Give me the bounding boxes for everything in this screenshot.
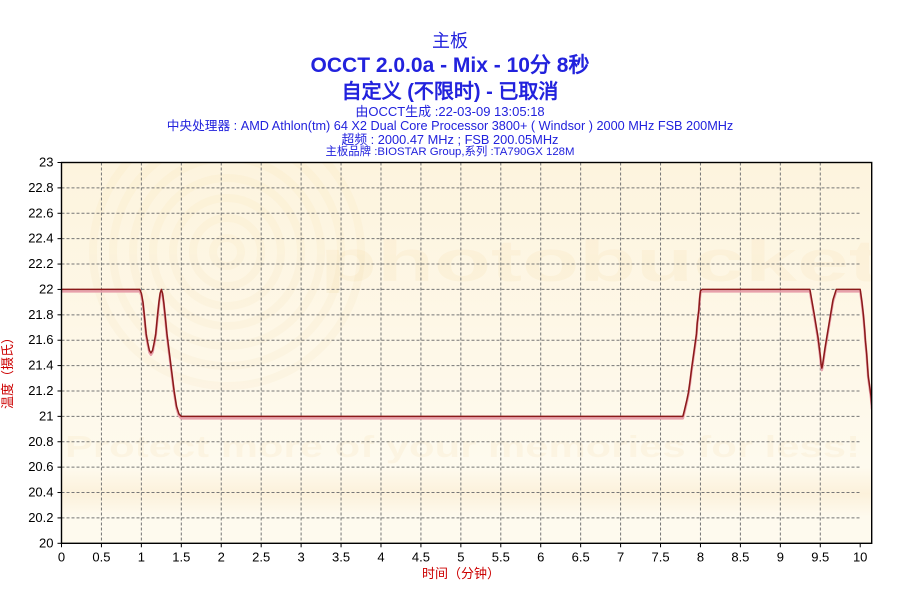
svg-text:21.6: 21.6 <box>28 332 53 347</box>
svg-text:21.4: 21.4 <box>28 358 53 373</box>
svg-text:4.5: 4.5 <box>412 549 430 564</box>
svg-text:20.4: 20.4 <box>28 485 53 500</box>
svg-text:23: 23 <box>39 155 53 170</box>
svg-text:9.5: 9.5 <box>811 549 829 564</box>
svg-text:3.5: 3.5 <box>332 549 350 564</box>
svg-text:4: 4 <box>377 549 384 564</box>
svg-text:0: 0 <box>58 549 65 564</box>
svg-text:21: 21 <box>39 408 53 423</box>
svg-text:1: 1 <box>138 549 145 564</box>
svg-text:22.8: 22.8 <box>28 180 53 195</box>
svg-text:5.5: 5.5 <box>492 549 510 564</box>
svg-text:21.8: 21.8 <box>28 307 53 322</box>
svg-text:1.5: 1.5 <box>172 549 190 564</box>
svg-text:7: 7 <box>617 549 624 564</box>
svg-text:6: 6 <box>537 549 544 564</box>
svg-text:20.2: 20.2 <box>28 510 53 525</box>
svg-text:10: 10 <box>853 549 867 564</box>
svg-text:20.6: 20.6 <box>28 459 53 474</box>
svg-text:温度（摄氏）: 温度（摄氏） <box>0 331 15 409</box>
svg-text:7.5: 7.5 <box>651 549 669 564</box>
svg-text:2: 2 <box>218 549 225 564</box>
svg-text:21.2: 21.2 <box>28 383 53 398</box>
svg-text:6.5: 6.5 <box>572 549 590 564</box>
svg-text:20: 20 <box>39 535 53 550</box>
svg-text:8.5: 8.5 <box>731 549 749 564</box>
svg-text:22.2: 22.2 <box>28 256 53 271</box>
svg-text:时间（分钟）: 时间（分钟） <box>422 566 500 581</box>
svg-text:5: 5 <box>457 549 464 564</box>
svg-text:22: 22 <box>39 281 53 296</box>
svg-text:9: 9 <box>777 549 784 564</box>
svg-text:8: 8 <box>697 549 704 564</box>
svg-text:20.8: 20.8 <box>28 434 53 449</box>
svg-text:22.4: 22.4 <box>28 231 53 246</box>
svg-text:0.5: 0.5 <box>92 549 110 564</box>
svg-text:2.5: 2.5 <box>252 549 270 564</box>
svg-text:3: 3 <box>297 549 304 564</box>
svg-text:22.6: 22.6 <box>28 205 53 220</box>
